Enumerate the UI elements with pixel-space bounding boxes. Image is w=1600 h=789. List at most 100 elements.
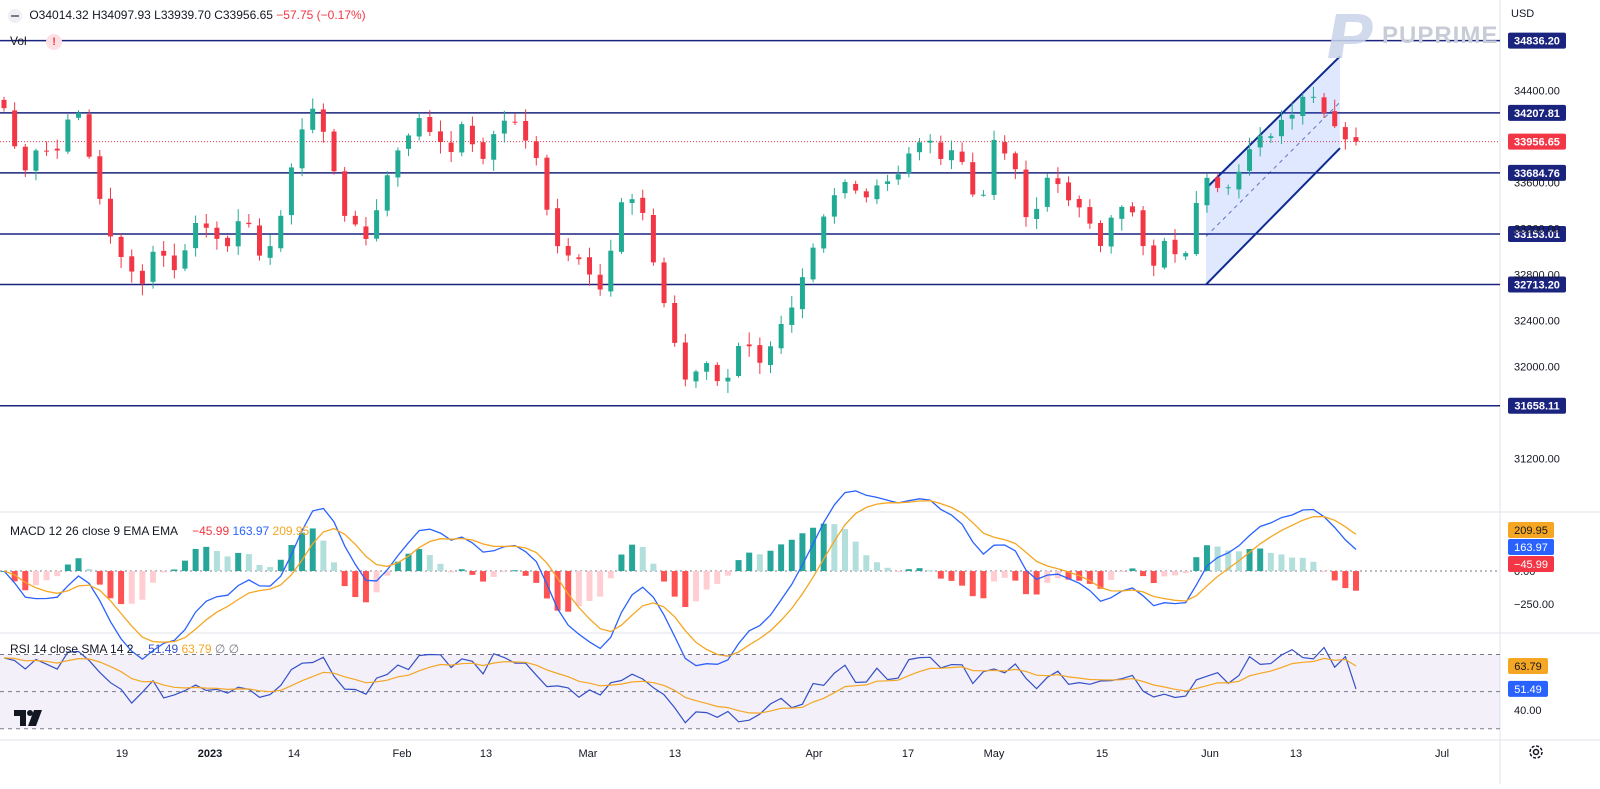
macd-histogram-bar	[501, 571, 508, 573]
candle-body	[235, 221, 241, 247]
warning-icon[interactable]: !	[46, 34, 63, 50]
macd-histogram-bar	[86, 569, 93, 572]
volume-label: Vol	[10, 34, 27, 48]
candle-body	[1257, 135, 1263, 148]
candle-body	[725, 377, 731, 382]
rsi-tick-label: 40.00	[1514, 705, 1542, 717]
candle-body	[767, 346, 773, 366]
ohlc-close: C33956.65	[214, 8, 273, 22]
macd-histogram-bar	[362, 571, 369, 603]
macd-histogram-bar	[22, 571, 29, 591]
level-label-box	[1508, 276, 1566, 293]
macd-histogram-bar	[118, 571, 125, 605]
macd-histogram-bar	[1044, 571, 1051, 583]
candle-body	[97, 156, 103, 199]
macd-histogram-bar	[1353, 571, 1359, 591]
candle-body	[161, 250, 167, 256]
candle-body	[980, 194, 986, 196]
candle-body	[1108, 217, 1114, 247]
candle-body	[12, 110, 18, 147]
candle-body	[1023, 169, 1029, 218]
macd-histogram-bar	[245, 554, 252, 572]
macd-value-box	[1508, 556, 1554, 572]
candle-body	[1034, 208, 1040, 220]
candle-body	[1236, 171, 1242, 190]
candle-body	[831, 195, 837, 217]
price-channel	[1205, 55, 1341, 286]
macd-histogram-bar	[916, 568, 923, 572]
candle-body	[874, 185, 880, 200]
candle-body	[1183, 253, 1189, 257]
candle-body	[629, 199, 635, 203]
candle-body	[789, 307, 795, 325]
candle-body	[118, 236, 124, 258]
macd-histogram-bar	[618, 554, 625, 572]
candle-body	[917, 142, 923, 153]
candle-body	[523, 120, 529, 141]
tradingview-logo-icon[interactable]	[14, 710, 44, 726]
macd-histogram-bar	[1203, 545, 1210, 572]
level-label-box	[1508, 32, 1566, 49]
candle-body	[682, 342, 688, 380]
gear-icon[interactable]	[1528, 744, 1544, 760]
candle-body	[1332, 111, 1338, 127]
candle-body	[1002, 142, 1008, 154]
candle-body	[459, 124, 465, 153]
macd-histogram-bar	[969, 571, 976, 597]
collapse-icon[interactable]	[8, 8, 22, 23]
rsi-sma-label: 63.79	[1514, 661, 1542, 673]
macd-histogram-bar	[1161, 571, 1168, 577]
candle-body	[246, 222, 252, 225]
currency-label[interactable]: USD	[1511, 8, 1535, 20]
rsi-legend: RSI 14 close SMA 14 2 51.49 63.79 ∅ ∅	[10, 642, 239, 656]
candle-body	[225, 237, 231, 247]
macd-histogram-bar	[895, 571, 902, 573]
macd-histogram-bar	[724, 571, 731, 576]
macd-histogram-bar	[256, 564, 263, 572]
candle-body	[437, 131, 443, 143]
macd-value-label: −45.99	[1514, 559, 1548, 571]
candle-body	[799, 277, 805, 310]
macd-histogram-bar	[1225, 550, 1232, 572]
macd-histogram-bar	[756, 554, 763, 572]
candle-body	[1098, 223, 1104, 246]
candle-body	[374, 210, 380, 239]
macd-histogram-bar	[1278, 554, 1285, 572]
candle-body	[416, 118, 422, 137]
macd-histogram-bar	[54, 571, 61, 577]
macd-histogram-bar	[1012, 571, 1019, 581]
macd-histogram-bar	[213, 551, 220, 572]
candle-body	[129, 256, 135, 272]
level-label-box	[1508, 225, 1566, 242]
candle-body	[256, 225, 262, 256]
level-label-box	[1508, 397, 1566, 414]
macd-histogram-bar	[1108, 571, 1115, 580]
macd-histogram-bar	[937, 571, 944, 579]
macd-histogram-bar	[1118, 571, 1125, 573]
candle-body	[310, 108, 316, 130]
macd-histogram-bar	[469, 571, 476, 575]
channel-lower	[1205, 147, 1341, 286]
macd-histogram-bar	[1022, 571, 1029, 595]
candle-body	[1342, 127, 1348, 140]
macd-histogram-bar	[778, 544, 785, 572]
macd-histogram-bar	[703, 571, 710, 590]
macd-histogram-bar	[522, 571, 529, 576]
rsi-value-box	[1508, 680, 1548, 697]
level-label-box	[1508, 164, 1566, 181]
macd-histogram-bar	[639, 546, 646, 572]
candle-body	[1044, 177, 1050, 207]
macd-histogram-bar	[927, 570, 934, 572]
candle-body	[1225, 187, 1231, 189]
price-tick-label: 32400.00	[1514, 315, 1560, 327]
last-price-label: 33956.65	[1514, 137, 1560, 149]
macd-histogram-bar	[128, 571, 135, 604]
candle-body	[555, 208, 561, 247]
macd-histogram-bar	[650, 563, 657, 572]
candle-body	[406, 135, 412, 149]
macd-histogram-bar	[267, 567, 274, 572]
brand-name: PUPRIME	[1382, 22, 1498, 49]
macd-histogram-bar	[373, 571, 380, 593]
